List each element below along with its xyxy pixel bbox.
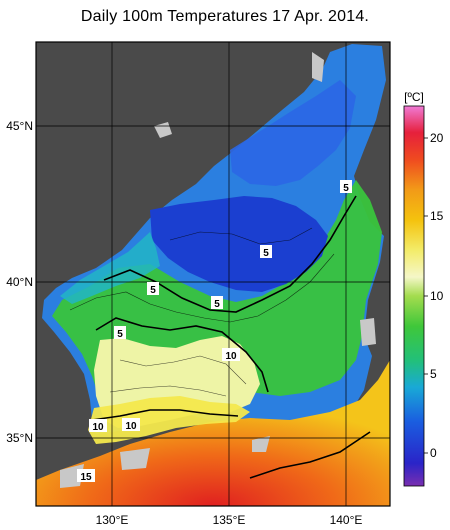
contour-label: 15 bbox=[80, 472, 92, 483]
cold-core bbox=[150, 196, 328, 292]
colorbar-tick-20: 20 bbox=[430, 131, 444, 145]
contour-label: 10 bbox=[225, 351, 237, 362]
lat-label-45: 45°N bbox=[6, 119, 33, 133]
colorbar-tick-15: 15 bbox=[430, 209, 444, 223]
lon-label-140: 140°E bbox=[330, 513, 363, 527]
graticule bbox=[36, 42, 390, 506]
contour-label: 5 bbox=[117, 329, 123, 340]
lon-label-130: 130°E bbox=[96, 513, 129, 527]
map-frame bbox=[35, 41, 391, 507]
lat-label-35: 35°N bbox=[6, 431, 33, 445]
map-area bbox=[36, 42, 390, 506]
contour-label: 5 bbox=[263, 248, 269, 259]
colorbar-tick-5: 5 bbox=[430, 367, 437, 381]
contour-label: 5 bbox=[343, 183, 349, 194]
contour-label: 10 bbox=[92, 422, 104, 433]
contour-lines bbox=[91, 195, 371, 479]
contour-label: 5 bbox=[150, 285, 156, 296]
colorbar-tick-0: 0 bbox=[430, 446, 437, 460]
colorbar-tick-10: 10 bbox=[430, 289, 444, 303]
contour-label: 5 bbox=[214, 299, 220, 310]
lon-label-135: 135°E bbox=[213, 513, 246, 527]
contour-label: 10 bbox=[125, 421, 137, 432]
lat-label-40: 40°N bbox=[6, 275, 33, 289]
map-title: Daily 100m Temperatures 17 Apr. 2014. bbox=[80, 8, 370, 25]
colorbar bbox=[403, 105, 425, 487]
contour-value-labels: 5 5 5 5 5 5 10 10 10 15 bbox=[77, 180, 352, 483]
colorbar-unit: [ºC] bbox=[404, 90, 424, 104]
